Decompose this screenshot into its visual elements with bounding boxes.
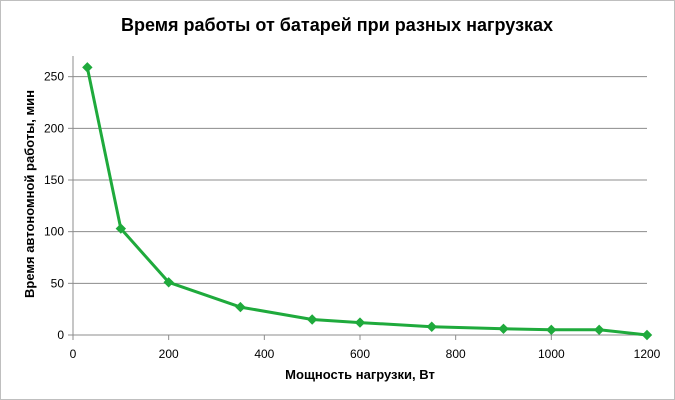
x-tick-label-0: 0: [70, 347, 77, 361]
y-tick-label-200: 200: [44, 121, 64, 135]
x-tick-label-800: 800: [446, 347, 466, 361]
x-tick-label-1200: 1200: [634, 347, 661, 361]
y-axis-label: Время автономной работы, мин: [22, 90, 37, 298]
data-point-marker: [593, 324, 605, 336]
series-0-line: [85, 67, 648, 337]
x-tick-labels: 0 200 400 600 800 1000 1200: [70, 347, 661, 361]
y-tick-label-150: 150: [44, 173, 64, 187]
x-tick-label-400: 400: [254, 347, 274, 361]
x-axis-label: Мощность нагрузки, Вт: [285, 367, 435, 382]
data-point-marker: [115, 223, 127, 234]
data-point-marker: [546, 324, 557, 336]
data-point-marker: [354, 317, 366, 328]
x-tick-label-200: 200: [159, 347, 179, 361]
series-line: [82, 62, 653, 341]
y-tick-labels: 0 50 100 150 200 250: [44, 70, 64, 342]
x-tick-label-1000: 1000: [538, 347, 565, 361]
y-tick-label-100: 100: [44, 225, 64, 239]
x-tick-label-600: 600: [350, 347, 370, 361]
y-tick-label-0: 0: [57, 328, 64, 342]
chart-title: Время работы от батарей при разных нагру…: [121, 15, 553, 35]
data-point-marker: [641, 329, 653, 341]
data-point-marker: [235, 301, 246, 313]
data-point-marker: [426, 321, 437, 332]
axes: [68, 56, 648, 340]
y-tick-label-250: 250: [44, 70, 64, 84]
data-point-marker: [163, 277, 174, 288]
y-tick-label-50: 50: [51, 276, 65, 290]
data-point-marker: [306, 314, 318, 325]
data-point-marker: [498, 323, 509, 335]
data-point-marker: [82, 62, 93, 73]
gridlines: [73, 76, 647, 284]
